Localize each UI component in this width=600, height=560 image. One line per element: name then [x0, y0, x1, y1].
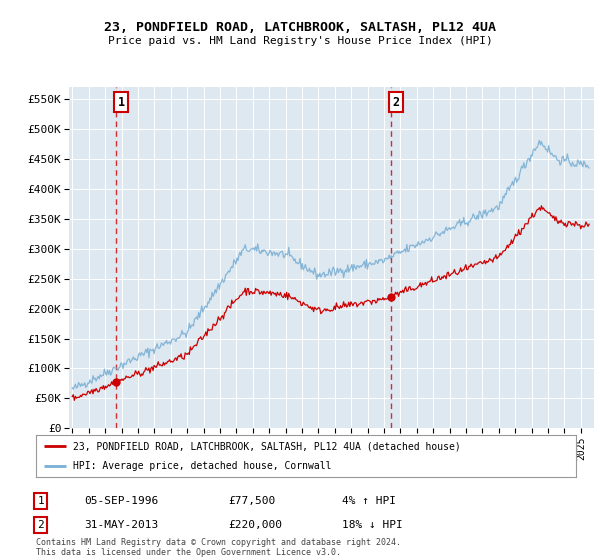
- Text: 23, PONDFIELD ROAD, LATCHBROOK, SALTASH, PL12 4UA (detached house): 23, PONDFIELD ROAD, LATCHBROOK, SALTASH,…: [73, 441, 460, 451]
- Text: 31-MAY-2013: 31-MAY-2013: [84, 520, 158, 530]
- Text: HPI: Average price, detached house, Cornwall: HPI: Average price, detached house, Corn…: [73, 461, 331, 471]
- Text: 05-SEP-1996: 05-SEP-1996: [84, 496, 158, 506]
- Text: Contains HM Land Registry data © Crown copyright and database right 2024.
This d: Contains HM Land Registry data © Crown c…: [36, 538, 401, 557]
- Text: 23, PONDFIELD ROAD, LATCHBROOK, SALTASH, PL12 4UA: 23, PONDFIELD ROAD, LATCHBROOK, SALTASH,…: [104, 21, 496, 34]
- Text: 18% ↓ HPI: 18% ↓ HPI: [342, 520, 403, 530]
- Text: £220,000: £220,000: [228, 520, 282, 530]
- Text: 2: 2: [392, 96, 400, 109]
- Text: 1: 1: [118, 96, 125, 109]
- Text: £77,500: £77,500: [228, 496, 275, 506]
- Text: 4% ↑ HPI: 4% ↑ HPI: [342, 496, 396, 506]
- Text: Price paid vs. HM Land Registry's House Price Index (HPI): Price paid vs. HM Land Registry's House …: [107, 36, 493, 46]
- Text: 2: 2: [37, 520, 44, 530]
- Text: 1: 1: [37, 496, 44, 506]
